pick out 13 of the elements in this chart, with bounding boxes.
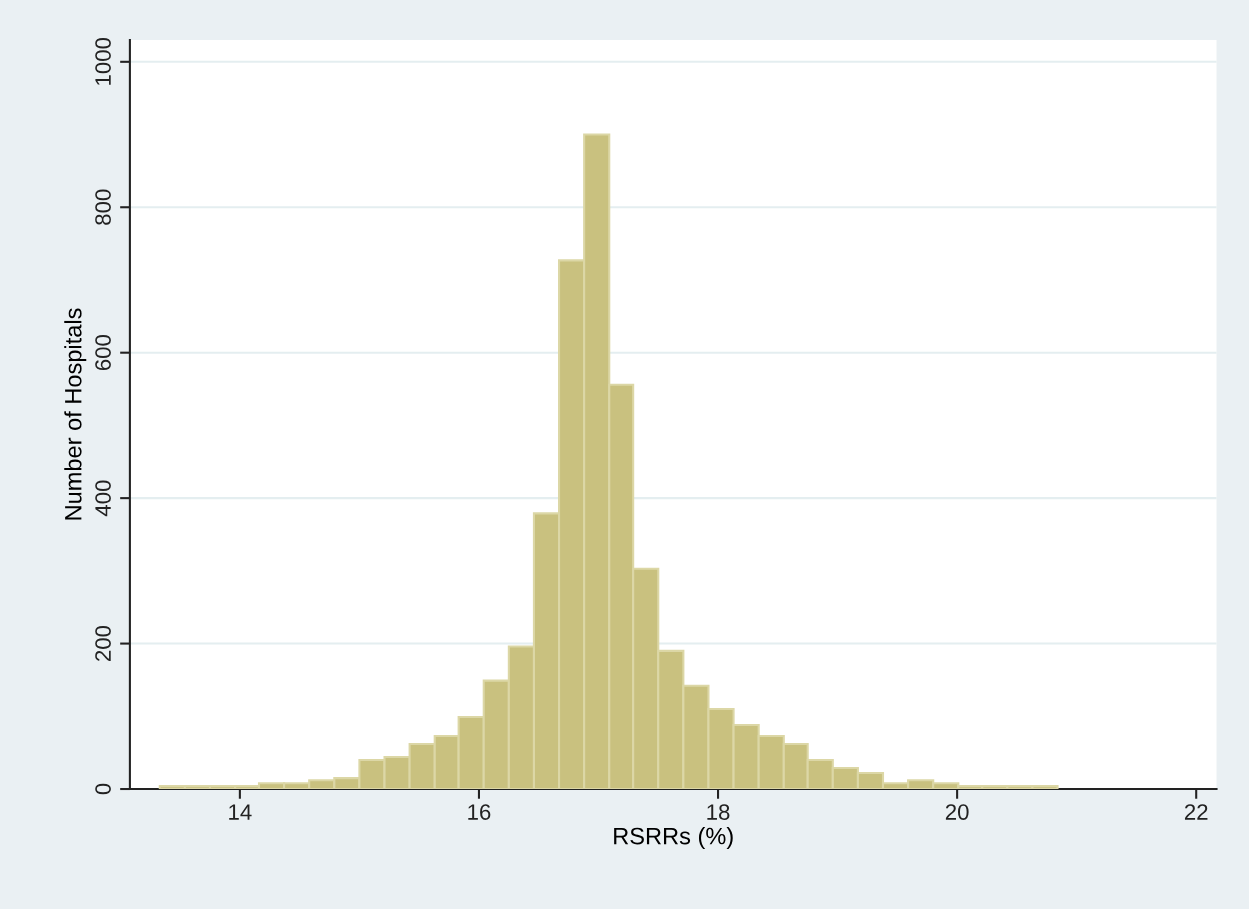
x-tick-label: 14 — [229, 804, 252, 820]
x-tick-label: 16 — [468, 804, 491, 820]
y-tick-label: 800 — [95, 189, 111, 225]
y-tick-label: 1000 — [95, 37, 111, 85]
y-tick-label: 400 — [95, 480, 111, 517]
y-tick-label: 600 — [95, 335, 111, 371]
x-tick-label: 20 — [945, 804, 969, 820]
y-axis-title: Number of Hospitals — [64, 308, 87, 520]
x-tick-label: 22 — [1184, 804, 1208, 820]
x-tick-label: 18 — [707, 804, 730, 820]
x-axis-title: RSRRs (%) — [614, 827, 733, 850]
y-tick-label: 200 — [95, 625, 111, 661]
y-tick-label: 0 — [95, 783, 111, 795]
